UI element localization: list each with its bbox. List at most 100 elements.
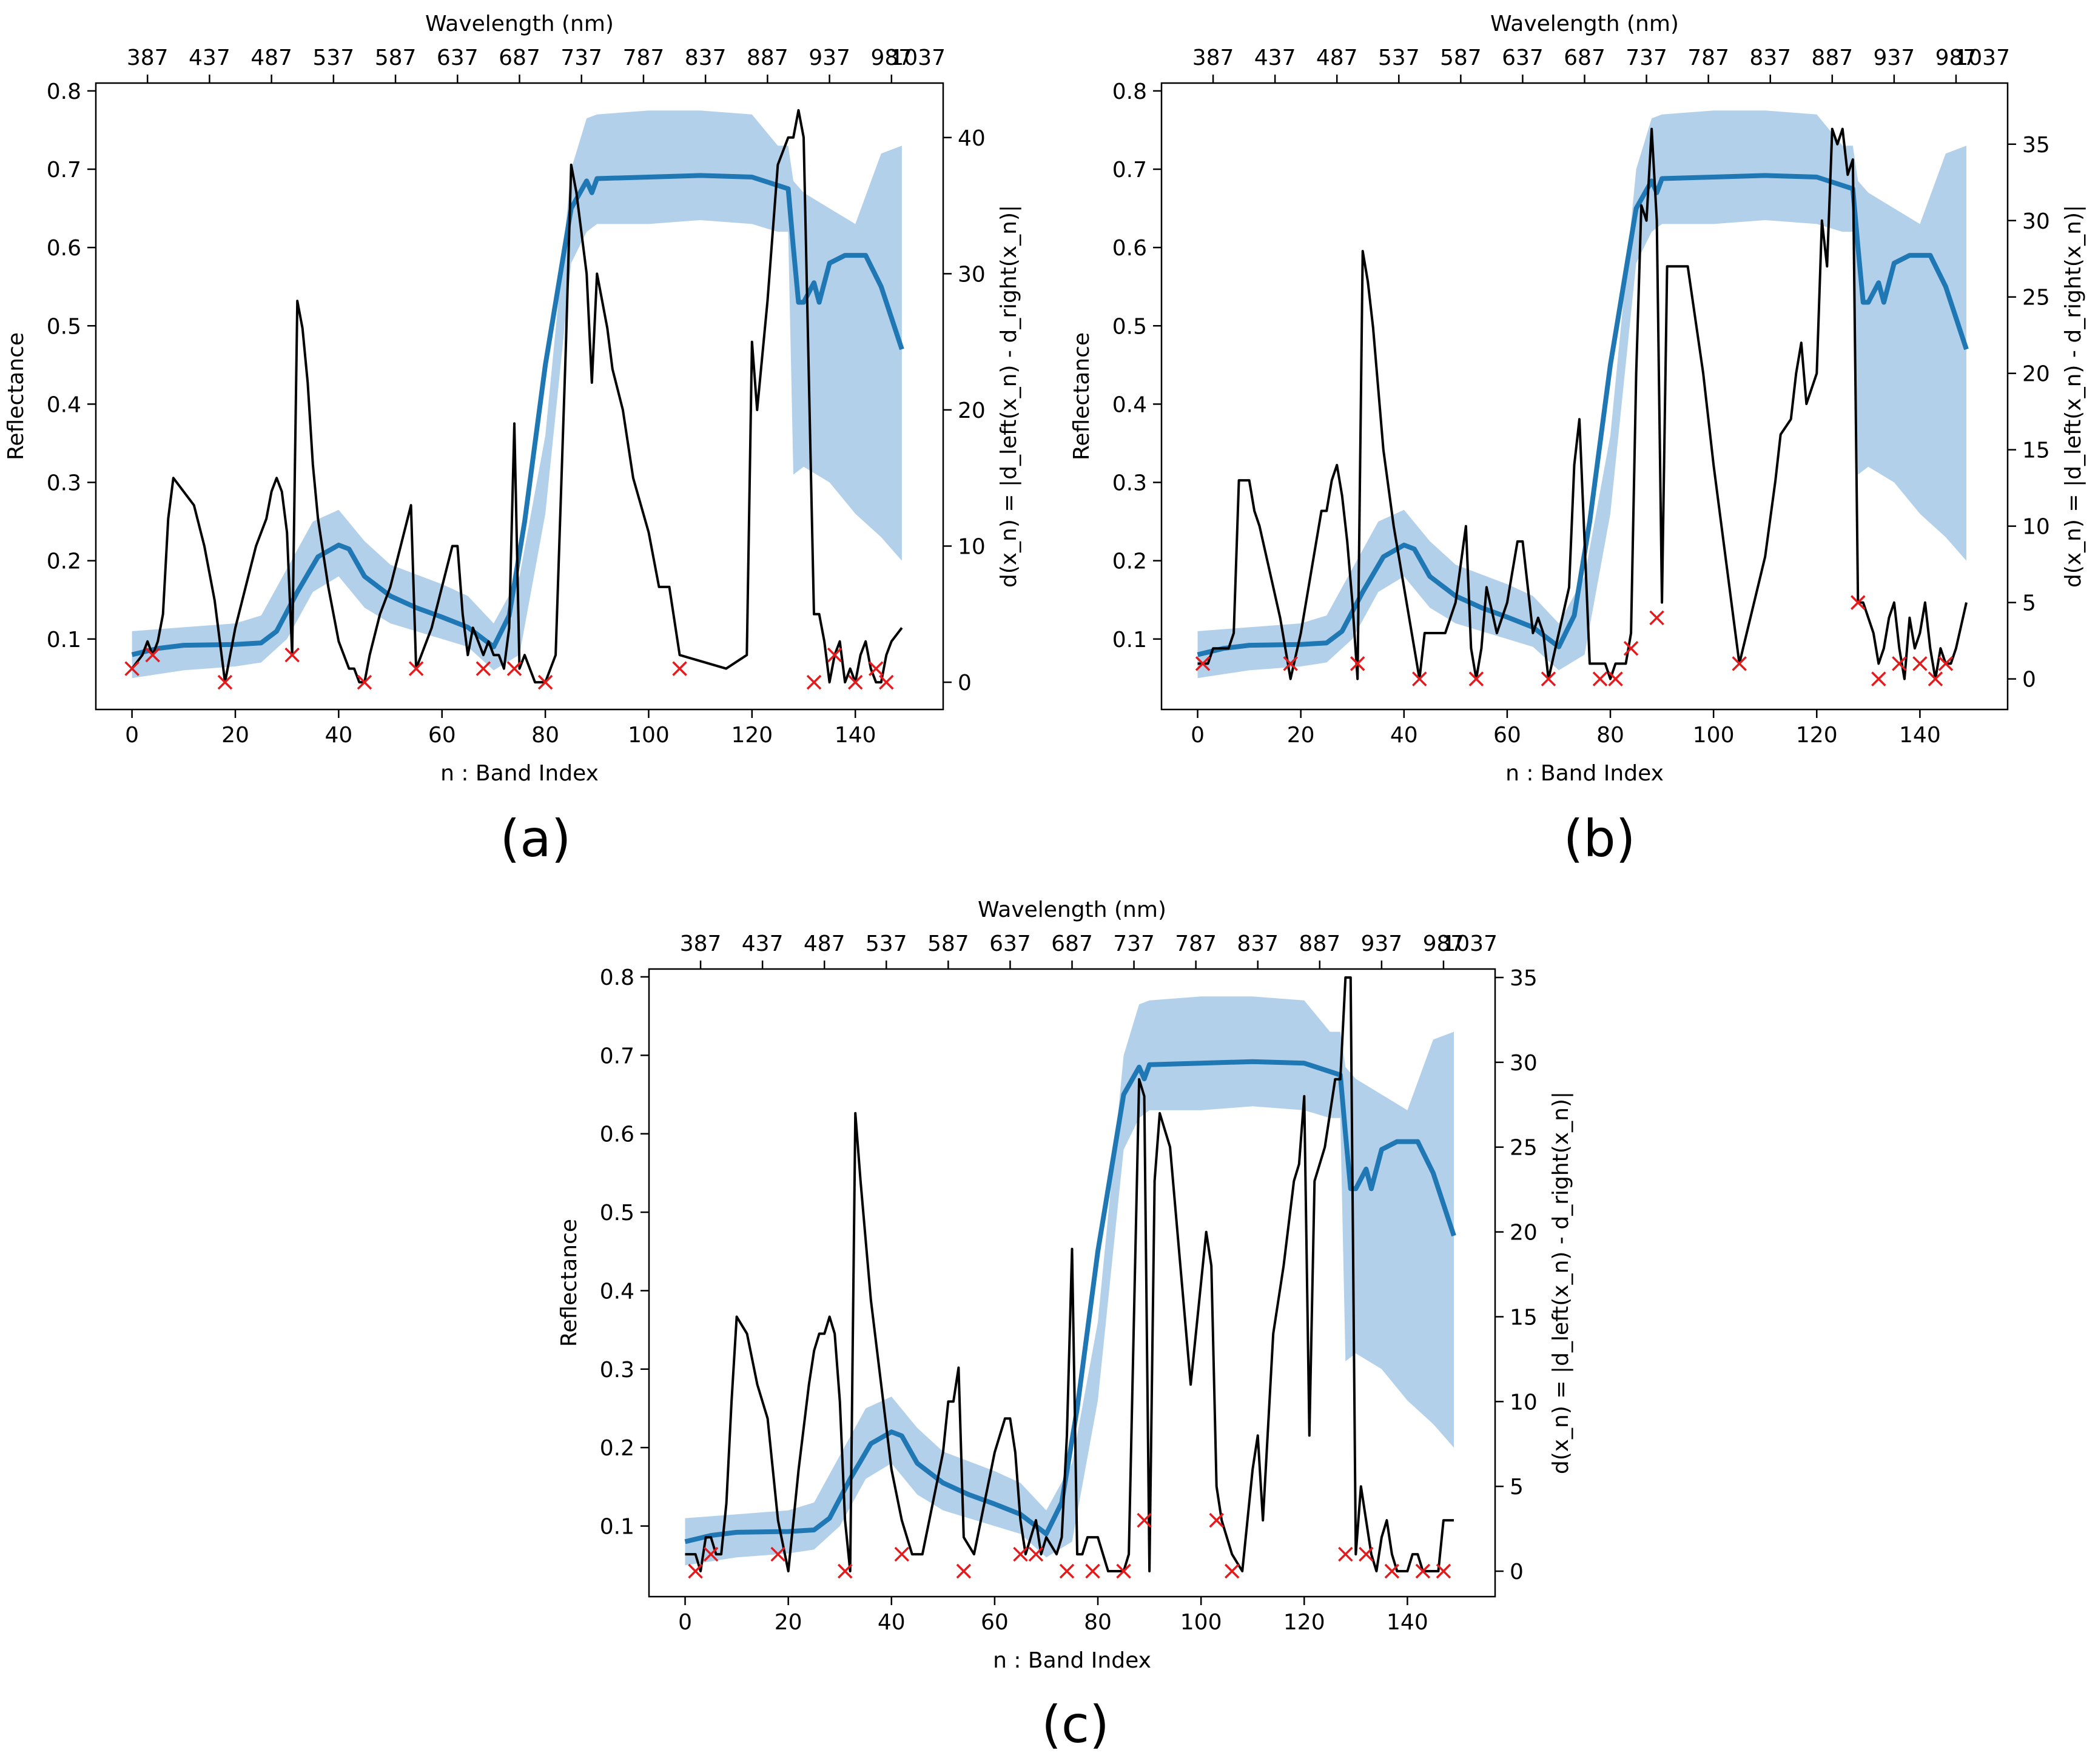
x-tick-label: 0 [1191, 723, 1205, 748]
x-tick-label: 0 [678, 1610, 692, 1635]
selected-band-marker [847, 674, 863, 690]
y-axis-label: Reflectance [557, 1219, 582, 1347]
panel-label-c: (c) [1041, 1695, 1109, 1754]
y-tick-label: 0.5 [47, 314, 81, 339]
selected-band-marker [1732, 656, 1747, 671]
top-tick-label: 437 [189, 45, 230, 70]
top-tick-label: 687 [1564, 45, 1605, 70]
selected-band-marker [1013, 1546, 1028, 1562]
x-tick-label: 40 [324, 723, 352, 748]
top-axis-label: Wavelength (nm) [1490, 12, 1679, 36]
selected-band-marker [703, 1546, 719, 1562]
selected-band-marker [124, 661, 140, 676]
y-tick-label: 0.7 [1112, 158, 1147, 183]
selected-band-marker [1912, 656, 1928, 671]
top-tick-label: 737 [560, 45, 602, 70]
y2-tick-label: 30 [958, 262, 986, 287]
x-tick-label: 120 [1796, 723, 1838, 748]
top-tick-label: 387 [680, 931, 722, 956]
selected-band-marker [1592, 671, 1608, 686]
top-tick-label: 1037 [1954, 45, 2010, 70]
selected-band-marker [145, 647, 160, 663]
x-tick-label: 20 [221, 723, 249, 748]
y-tick-label: 0.3 [1112, 471, 1147, 496]
x-tick-label: 20 [775, 1610, 802, 1635]
y-tick-label: 0.3 [600, 1358, 634, 1383]
x-tick-label: 100 [1693, 723, 1735, 748]
top-tick-label: 837 [685, 45, 727, 70]
y2-tick-label: 20 [958, 398, 986, 423]
selected-band-marker [1224, 1563, 1240, 1579]
top-tick-label: 787 [1687, 45, 1729, 70]
y-tick-label: 0.6 [1112, 236, 1147, 261]
top-tick-label: 537 [866, 931, 907, 956]
top-tick-label: 937 [1361, 931, 1403, 956]
std-band-area [132, 110, 902, 679]
y2-tick-label: 5 [2022, 591, 2036, 616]
x-tick-label: 140 [1899, 723, 1941, 748]
d-xn-line [685, 976, 1454, 1572]
selected-band-marker [1085, 1563, 1100, 1579]
y2-tick-label: 35 [2022, 133, 2050, 158]
selected-band-marker [1608, 671, 1623, 686]
top-tick-label: 687 [1051, 931, 1093, 956]
y2-tick-label: 0 [2022, 668, 2036, 693]
y-tick-label: 0.6 [600, 1122, 634, 1147]
selected-band-marker [1338, 1546, 1353, 1562]
y-tick-label: 0.5 [600, 1201, 634, 1226]
y2-tick-label: 0 [958, 671, 972, 696]
y2-tick-label: 20 [1510, 1221, 1538, 1246]
y-tick-label: 0.2 [1112, 549, 1147, 574]
panel-label-a: (a) [500, 809, 571, 868]
selected-band-marker [1415, 1563, 1431, 1579]
top-tick-label: 487 [250, 45, 292, 70]
top-tick-label: 987 [1423, 931, 1465, 956]
d-xn-line [1197, 127, 1968, 680]
selected-band-marker [1059, 1563, 1075, 1579]
y2-tick-label: 5 [1510, 1475, 1524, 1500]
selected-band-marker [869, 661, 884, 676]
x-tick-label: 20 [1287, 723, 1315, 748]
selected-band-marker [1928, 671, 1943, 686]
selected-band-marker [537, 674, 553, 690]
top-tick-label: 387 [1192, 45, 1234, 70]
y-tick-label: 0.2 [600, 1436, 634, 1461]
y-tick-label: 0.8 [600, 965, 634, 990]
y2-tick-label: 15 [2022, 438, 2050, 463]
selected-band-marker [1851, 595, 1866, 610]
y-tick-label: 0.4 [47, 392, 81, 417]
y2-tick-label: 40 [958, 126, 986, 151]
selected-band-marker [688, 1563, 703, 1579]
selected-band-marker [1623, 640, 1639, 656]
selected-band-marker [1892, 656, 1907, 671]
y-tick-label: 0.3 [47, 471, 81, 496]
top-tick-label: 937 [1874, 45, 1915, 70]
top-tick-label: 987 [870, 45, 912, 70]
top-tick-label: 437 [1254, 45, 1296, 70]
top-tick-label: 637 [1502, 45, 1544, 70]
top-tick-label: 987 [1935, 45, 1977, 70]
y2-tick-label: 15 [1510, 1305, 1538, 1330]
selected-band-marker [879, 674, 894, 690]
x-tick-label: 80 [1084, 1610, 1112, 1635]
top-axis-label: Wavelength (nm) [425, 12, 614, 36]
selected-band-marker [1283, 656, 1298, 671]
top-tick-label: 587 [927, 931, 969, 956]
mean-reflectance-line [1197, 173, 1969, 657]
top-tick-label: 887 [1299, 931, 1340, 956]
top-tick-label: 887 [1811, 45, 1853, 70]
selected-band-marker [476, 661, 491, 676]
d-xn-line [131, 109, 903, 684]
top-tick-label: 637 [989, 931, 1031, 956]
y-tick-label: 0.1 [600, 1515, 634, 1540]
selected-band-marker [1412, 671, 1427, 686]
selected-band-marker [1028, 1546, 1044, 1562]
selected-band-marker [506, 661, 522, 676]
top-tick-label: 487 [804, 931, 846, 956]
y-tick-label: 0.4 [600, 1279, 634, 1304]
top-tick-label: 537 [1378, 45, 1420, 70]
selected-band-marker [1359, 1546, 1374, 1562]
top-tick-label: 837 [1749, 45, 1791, 70]
x-axis-label: n : Band Index [440, 761, 599, 786]
std-band-area [1197, 110, 1966, 679]
